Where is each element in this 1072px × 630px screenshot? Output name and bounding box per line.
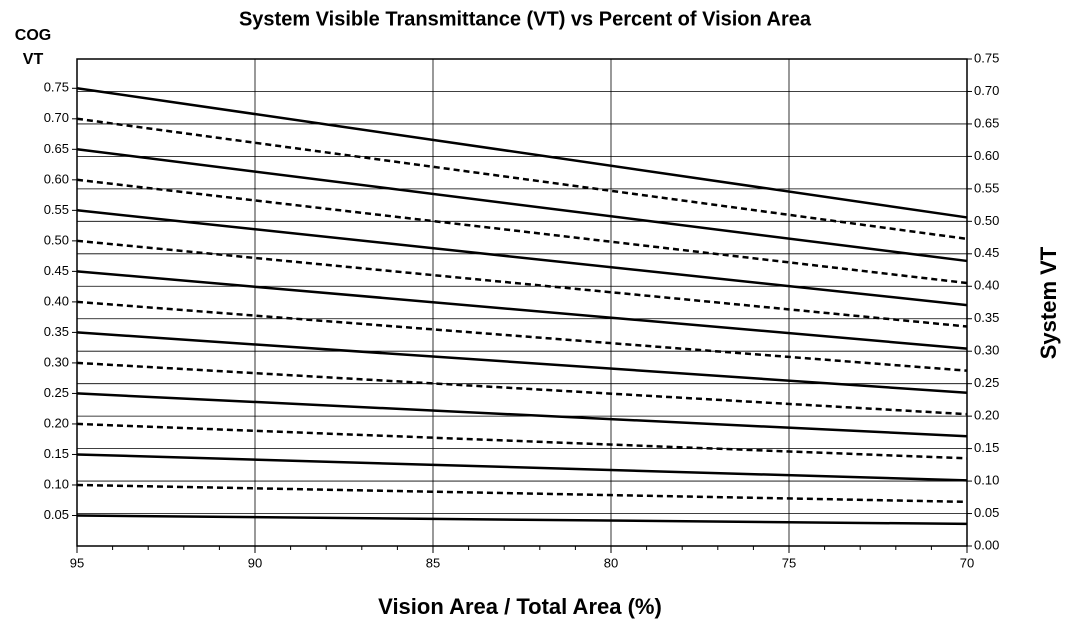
series-line — [76, 239, 968, 328]
y-tick-label: 0.40 — [44, 293, 69, 308]
y-tick-label: 0.60 — [44, 171, 69, 186]
series-line — [76, 178, 968, 285]
y2-tick-label: 0.40 — [974, 278, 999, 293]
y-tick-label: 0.45 — [44, 263, 69, 278]
series-line — [76, 270, 968, 350]
x-tick-label: 75 — [782, 555, 796, 570]
y2-tick-label: 0.55 — [974, 180, 999, 195]
y2-tick-label: 0.20 — [974, 408, 999, 423]
y-tick-label: 0.15 — [44, 446, 69, 461]
x-tick-label: 85 — [426, 555, 440, 570]
y2-tick-label: 0.15 — [974, 440, 999, 455]
series-line — [76, 148, 968, 263]
y-tick-label: 0.35 — [44, 324, 69, 339]
x-tick-label: 70 — [960, 555, 974, 570]
y2-tick-label: 0.45 — [974, 245, 999, 260]
y-axis-label: COG — [15, 27, 51, 44]
y-tick-label: 0.10 — [44, 476, 69, 491]
y-tick-label: 0.55 — [44, 202, 69, 217]
y2-tick-label: 0.60 — [974, 148, 999, 163]
series-line — [76, 483, 968, 504]
y2-tick-label: 0.00 — [974, 537, 999, 552]
x-tick-label: 80 — [604, 555, 618, 570]
series-line — [76, 392, 968, 438]
chart-title: System Visible Transmittance (VT) vs Per… — [239, 8, 812, 30]
y-tick-label: 0.65 — [44, 141, 69, 156]
x-tick-label: 90 — [248, 555, 262, 570]
y2-tick-label: 0.10 — [974, 473, 999, 488]
y-tick-label: 0.75 — [44, 80, 69, 95]
series-line — [76, 514, 968, 526]
series-line — [76, 453, 968, 482]
y-tick-label: 0.70 — [44, 110, 69, 125]
y-tick-label: 0.30 — [44, 354, 69, 369]
y2-tick-label: 0.50 — [974, 213, 999, 228]
y2-tick-label: 0.70 — [974, 83, 999, 98]
y-tick-label: 0.20 — [44, 415, 69, 430]
series-line — [76, 117, 968, 241]
y2-tick-label: 0.35 — [974, 310, 999, 325]
series-line — [76, 300, 968, 372]
plot-frame — [76, 58, 968, 547]
series-line — [76, 86, 968, 219]
y2-tick-label: 0.30 — [974, 343, 999, 358]
series-line — [76, 209, 968, 307]
y2-tick-label: 0.75 — [974, 50, 999, 65]
y2-tick-label: 0.05 — [974, 505, 999, 520]
x-axis-label: Vision Area / Total Area (%) — [378, 594, 662, 619]
y-tick-label: 0.25 — [44, 385, 69, 400]
x-tick-label: 95 — [70, 555, 84, 570]
y2-axis-label: System VT — [1036, 246, 1061, 359]
series-line — [76, 331, 968, 395]
y2-tick-label: 0.25 — [974, 375, 999, 390]
y2-tick-label: 0.65 — [974, 115, 999, 130]
y-axis-label: VT — [23, 51, 44, 68]
y-tick-label: 0.05 — [44, 507, 69, 522]
series-line — [76, 361, 968, 416]
y-tick-label: 0.50 — [44, 232, 69, 247]
series-line — [76, 422, 968, 460]
